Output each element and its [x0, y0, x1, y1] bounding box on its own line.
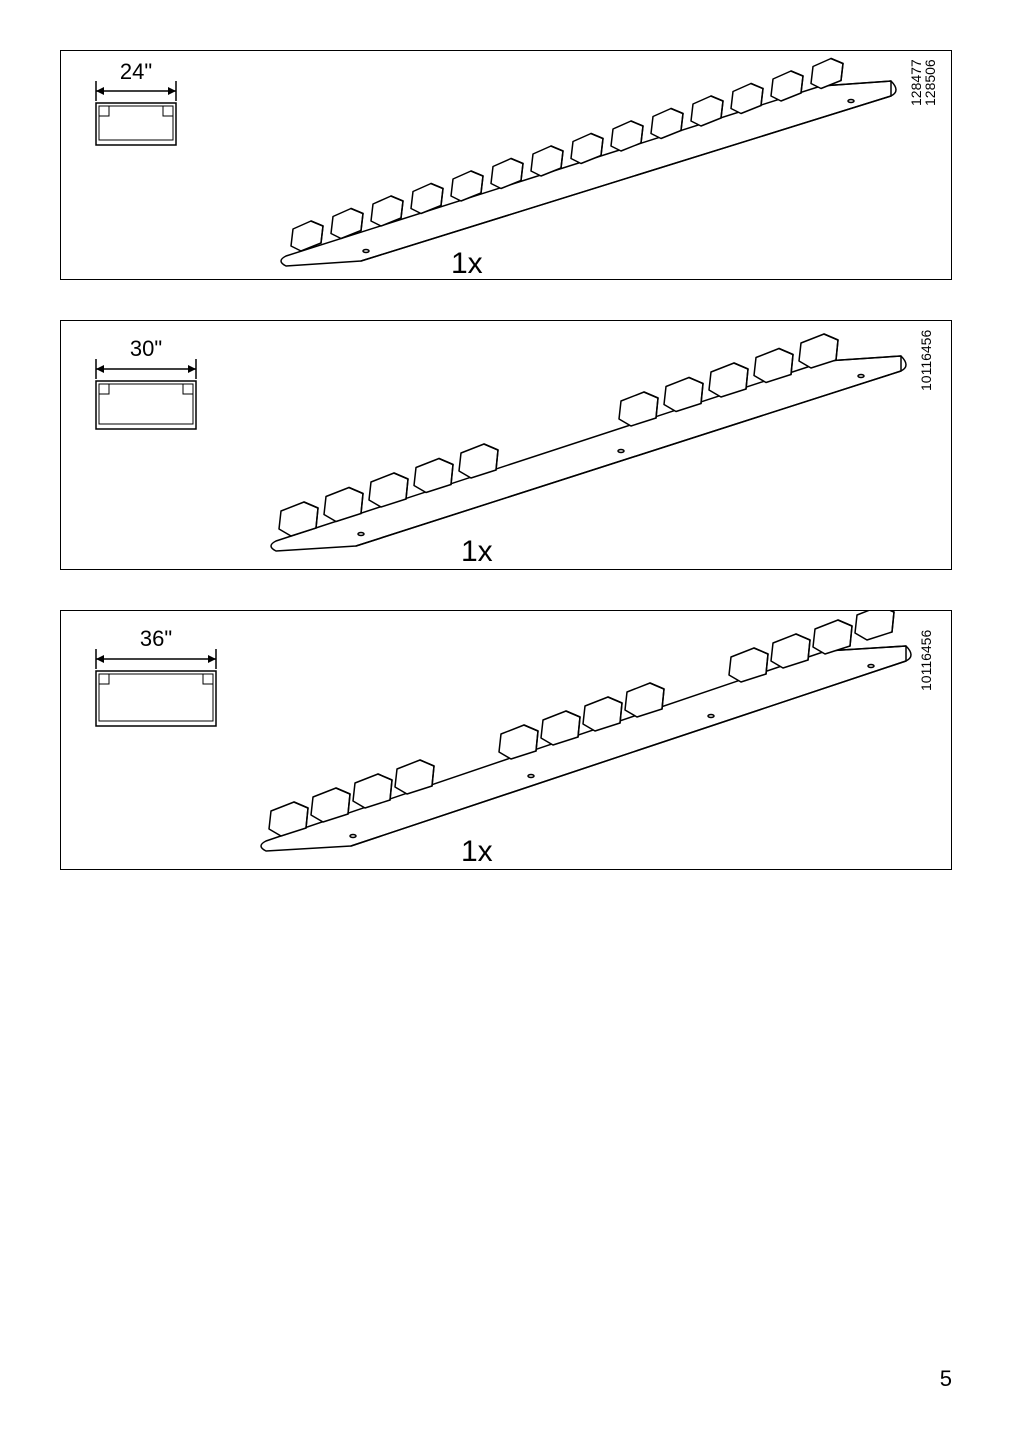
page-number: 5 [940, 1366, 952, 1392]
part-numbers-30: 10116456 [918, 330, 934, 391]
rack-24 [281, 59, 896, 267]
page: 24" 128477 128506 [0, 0, 1012, 1432]
size-label-36: 36" [140, 626, 172, 651]
size-callout-24: 24" [96, 59, 176, 145]
qty-label-36: 1x [461, 835, 493, 868]
qty-label-24: 1x [451, 247, 483, 280]
svg-text:10116456: 10116456 [918, 630, 934, 691]
size-callout-30: 30" [96, 336, 196, 429]
size-label-30: 30" [130, 336, 162, 361]
part-numbers-36: 10116456 [918, 630, 934, 691]
part-numbers-24: 128477 128506 [908, 59, 938, 106]
panel-36: 36" 10116456 [60, 610, 952, 870]
svg-text:10116456: 10116456 [918, 330, 934, 391]
rack-30 [271, 334, 906, 551]
qty-label-30: 1x [461, 535, 493, 568]
panel-24: 24" 128477 128506 [60, 50, 952, 280]
panel-30: 30" 10116456 [60, 320, 952, 570]
svg-text:128506: 128506 [922, 59, 938, 106]
rack-36 [261, 611, 911, 851]
size-callout-36: 36" [96, 626, 216, 726]
size-label-24: 24" [120, 59, 152, 84]
